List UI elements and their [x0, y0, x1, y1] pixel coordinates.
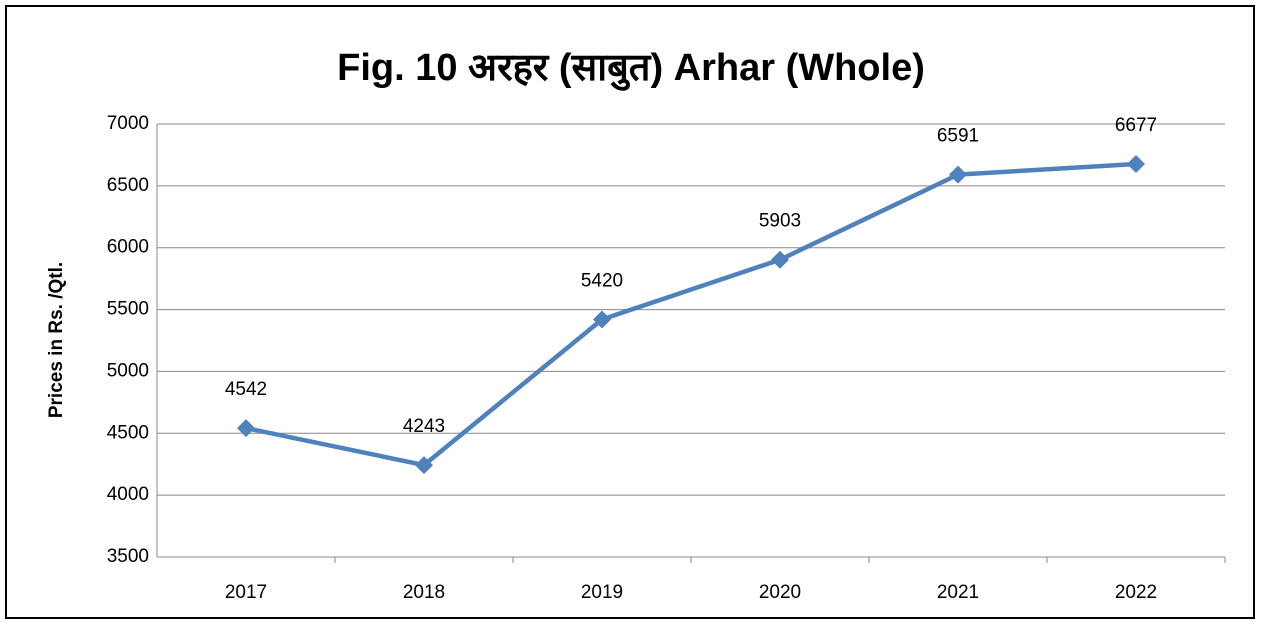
data-label: 4243: [403, 416, 445, 437]
x-tick-label: 2019: [581, 582, 623, 603]
y-tick-label: 5000: [107, 360, 149, 381]
x-tick-label: 2017: [225, 582, 267, 603]
y-tick-label: 4500: [107, 422, 149, 443]
marker: [1127, 154, 1145, 173]
marker: [593, 310, 611, 329]
x-tick-label: 2021: [937, 582, 979, 603]
y-tick-label: 6500: [107, 175, 149, 196]
chart-title: Fig. 10 अरहर (साबुत) Arhar (Whole): [337, 47, 925, 91]
y-tick-label: 7000: [107, 113, 149, 134]
y-axis-label: Prices in Rs. /Qtl.: [46, 262, 67, 418]
x-tick-label: 2022: [1115, 582, 1157, 603]
y-tick-label: 6000: [107, 237, 149, 258]
data-label: 6591: [937, 126, 979, 147]
data-label: 4542: [225, 379, 267, 400]
y-tick-label: 5500: [107, 299, 149, 320]
marker: [415, 456, 433, 475]
line: [245, 161, 1137, 468]
x-tick-label: 2020: [759, 582, 801, 603]
marker: [237, 419, 255, 438]
x-tick-label: 2018: [403, 582, 445, 603]
data-label: 5420: [581, 270, 623, 291]
data-label: 5903: [759, 211, 801, 232]
y-tick-label: 4000: [107, 484, 149, 505]
y-tick-label: 3500: [107, 546, 149, 567]
data-label: 6677: [1115, 115, 1157, 136]
marker: [949, 165, 967, 184]
marker: [771, 250, 789, 269]
